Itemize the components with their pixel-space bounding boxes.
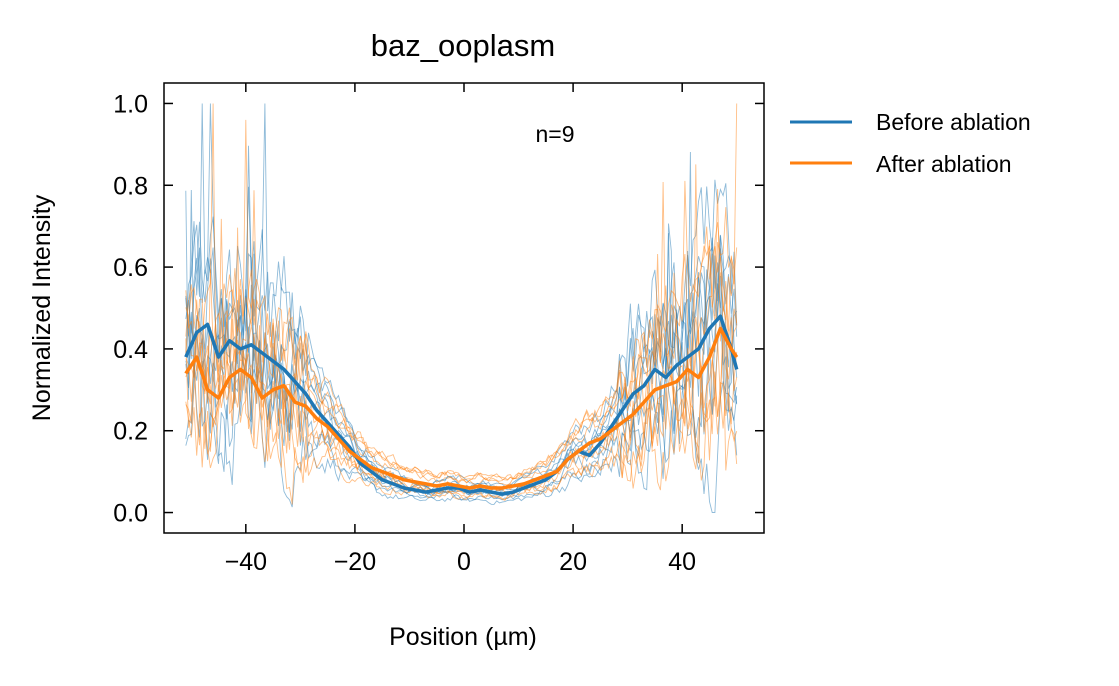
y-tick-label: 0.6 (113, 254, 148, 282)
y-tick-label: 0.2 (113, 418, 148, 446)
individual-traces (186, 104, 737, 513)
legend: Before ablation After ablation (790, 109, 1031, 177)
legend-label-after: After ablation (876, 151, 1012, 177)
sample-count-annotation: n=9 (535, 121, 574, 147)
x-axis-title: Position (µm) (389, 623, 537, 651)
x-tick-label: 0 (457, 548, 471, 576)
y-tick-label: 1.0 (113, 90, 148, 118)
x-tick-label: 20 (559, 548, 587, 576)
y-tick-label: 0.0 (113, 500, 148, 528)
x-tick-label: −40 (225, 548, 267, 576)
y-tick-label: 0.8 (113, 172, 148, 200)
y-tick-label: 0.4 (113, 336, 148, 364)
x-tick-label: −20 (334, 548, 376, 576)
chart-title: baz_ooplasm (371, 28, 555, 63)
x-tick-label: 40 (668, 548, 696, 576)
y-axis-title: Normalized Intensity (28, 194, 56, 421)
legend-label-before: Before ablation (876, 109, 1031, 135)
y-axis-ticks: 0.0 0.2 0.4 0.6 0.8 1.0 (113, 90, 764, 527)
